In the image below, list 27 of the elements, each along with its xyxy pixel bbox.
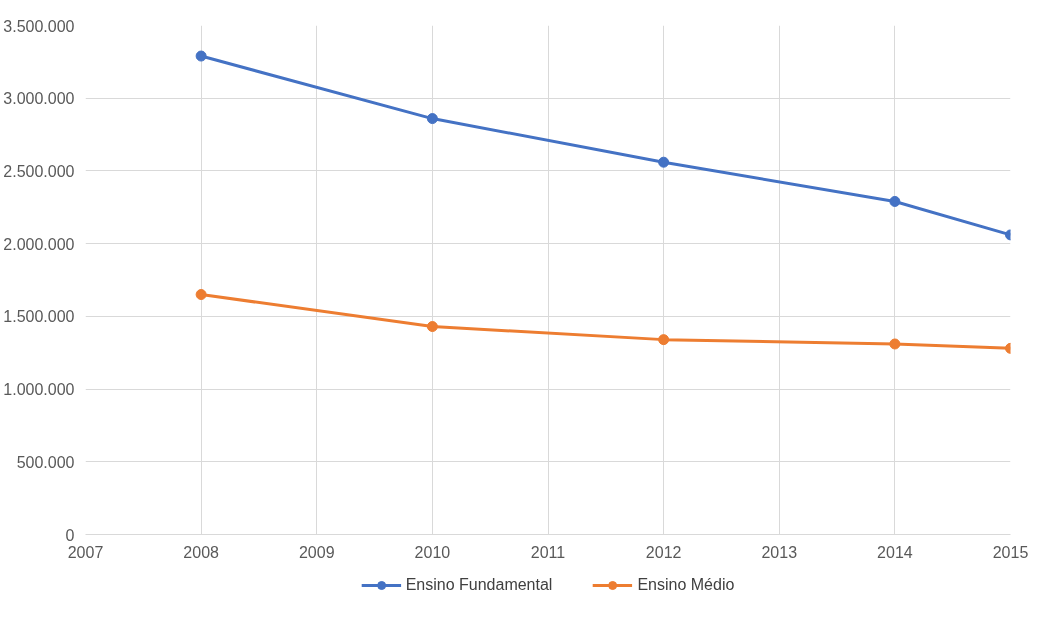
y-tick-label: 2.000.000	[3, 235, 75, 253]
point	[426, 321, 438, 333]
legend-label: Ensino Médio	[637, 576, 735, 594]
x-tick-label: 2012	[645, 543, 682, 561]
y-tick-label: 2.500.000	[3, 162, 75, 180]
point	[195, 289, 207, 301]
x-tick-label: 2007	[67, 543, 104, 561]
point	[658, 156, 670, 168]
x-tick-label: 2008	[183, 543, 220, 561]
x-tick-label: 2009	[298, 543, 335, 561]
x-tick-label: 2010	[414, 543, 451, 561]
x-tick-label: 2014	[877, 543, 913, 561]
y-tick-label: 1.500.000	[3, 308, 75, 326]
point	[889, 338, 901, 350]
y-tick-label: 3.000.000	[3, 90, 75, 108]
y-tick-label: 0	[65, 526, 75, 544]
point	[195, 50, 207, 62]
point	[889, 195, 901, 207]
y-tick-label: 500.000	[16, 453, 75, 471]
y-tick-label: 3.500.000	[3, 17, 75, 35]
point	[426, 113, 438, 125]
x-tick-label: 2011	[530, 543, 566, 561]
legend-label: Ensino Fundamental	[405, 576, 553, 594]
point	[658, 334, 670, 346]
x-tick-label: 2015	[992, 543, 1029, 561]
x-tick-label: 2013	[761, 543, 798, 561]
y-tick-label: 1.000.000	[3, 381, 75, 399]
